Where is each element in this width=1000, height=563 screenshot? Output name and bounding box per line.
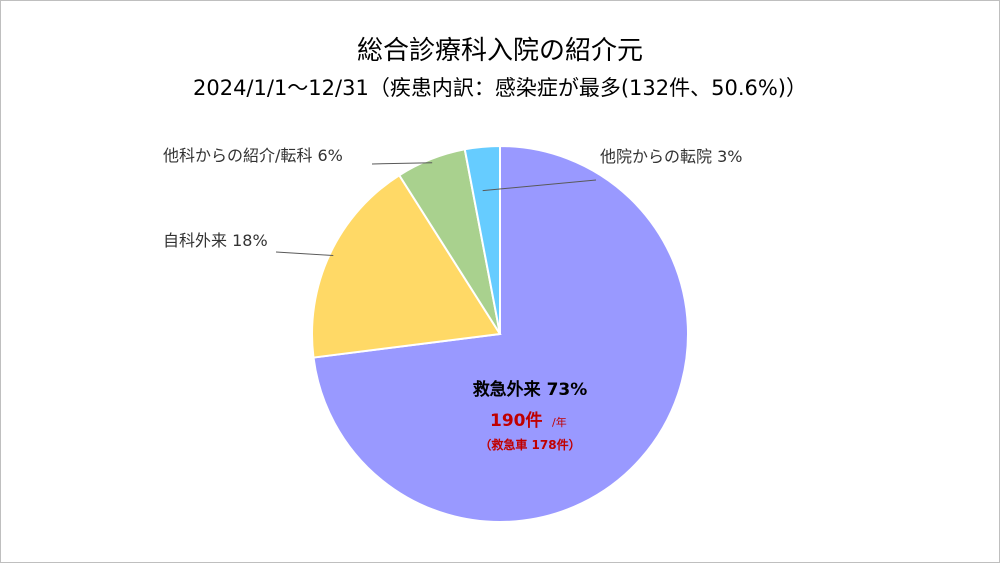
pie-slices: [311, 144, 689, 523]
pie-slice-own-outpatient: [311, 173, 502, 359]
slice-label-own-outpatient: 自科外来 18%: [163, 231, 268, 250]
slice-label-other-department: 他科からの紹介/転科 6%: [163, 146, 343, 165]
leader-line-own-outpatient: [275, 251, 334, 257]
chart-subtitle: 2024/1/1～12/31（疾患内訳：感染症が最多(132件、50.6%)）: [192, 76, 807, 100]
annual-count: 190件: [490, 410, 543, 431]
slice-label-other-hospital: 他院からの転院 3%: [600, 147, 742, 166]
annual-unit: /年: [552, 415, 567, 429]
leader-line-other-hospital: [482, 179, 597, 192]
pie-slice-other-hospital: [463, 144, 501, 335]
leader-lines: [275, 162, 597, 257]
chart-title: 総合診療科入院の紹介元: [356, 36, 643, 66]
leader-line-other-department: [371, 162, 433, 165]
ambulance-count: （救急車 178件）: [479, 437, 580, 452]
slice-label-emergency: 救急外来 73%: [473, 379, 588, 400]
